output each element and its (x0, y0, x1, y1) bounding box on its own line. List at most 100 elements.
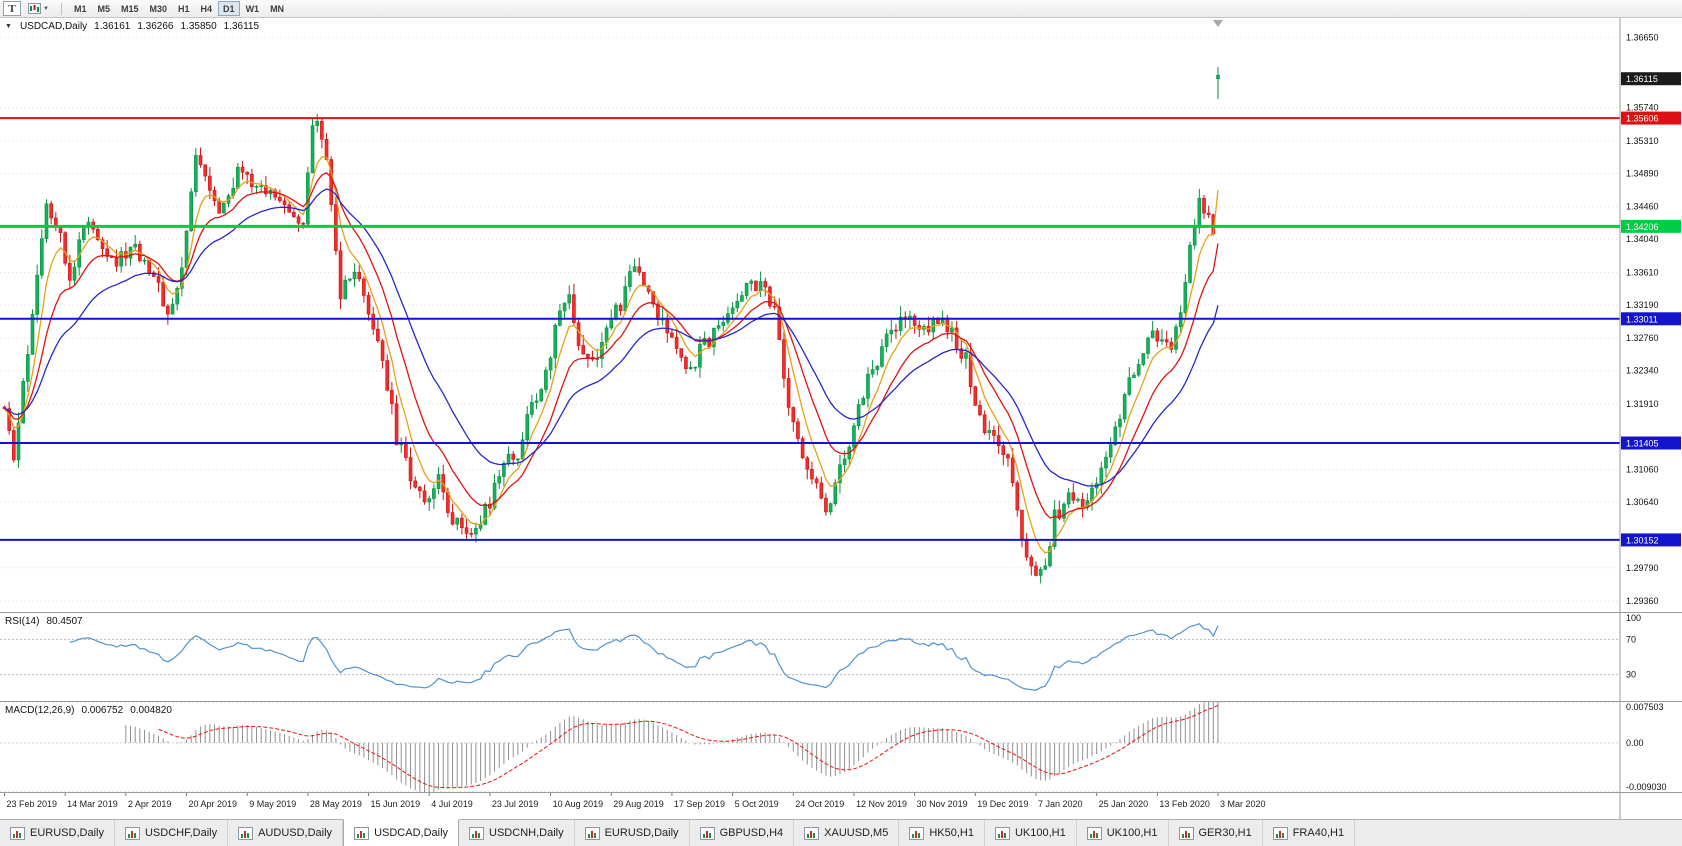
timeframe-m5-button[interactable]: M5 (92, 1, 115, 16)
svg-text:1.36650: 1.36650 (1626, 32, 1659, 42)
chart-tab-uk100-h1[interactable]: UK100,H1 (1076, 820, 1169, 846)
rsi-indicator-panel[interactable]: 100 70 30 RSI(14) 80.4507 (0, 612, 1682, 701)
svg-text:1.29790: 1.29790 (1626, 563, 1659, 573)
timeframe-mn-button[interactable]: MN (265, 1, 289, 16)
svg-text:10 Aug 2019: 10 Aug 2019 (553, 799, 604, 809)
svg-text:19 Dec 2019: 19 Dec 2019 (977, 799, 1028, 809)
chart-tab-icon (584, 826, 600, 840)
chart-area: 1.36650 1.35740 1.35310 1.34890 1.34460 1.340… (0, 18, 1682, 819)
svg-text:1.33011: 1.33011 (1626, 314, 1658, 324)
timeframe-m30-button[interactable]: M30 (145, 1, 173, 16)
svg-text:2 Apr 2019: 2 Apr 2019 (128, 799, 172, 809)
low-value: 1.35850 (180, 21, 217, 32)
svg-text:1.33190: 1.33190 (1626, 300, 1659, 310)
chart-tab-label: USDCAD,Daily (374, 827, 449, 839)
macd-main-value: 0.006752 (81, 705, 124, 716)
svg-text:1.34040: 1.34040 (1626, 234, 1659, 244)
svg-text:100: 100 (1626, 613, 1641, 623)
svg-text:1.29360: 1.29360 (1626, 596, 1659, 606)
svg-text:0.00: 0.00 (1626, 738, 1644, 748)
svg-text:1.35740: 1.35740 (1626, 103, 1659, 113)
chart-tab-label: GBPUSD,H4 (719, 827, 784, 839)
chart-tab-usdcad-daily[interactable]: USDCAD,Daily (343, 819, 460, 846)
svg-text:24 Oct 2019: 24 Oct 2019 (795, 799, 844, 809)
svg-text:15 Jun 2019: 15 Jun 2019 (371, 799, 421, 809)
macd-indicator-panel[interactable]: 0.007503 0.00 -0.009030 MACD(12,26,9) 0.00… (0, 701, 1682, 792)
timeframe-d1-button[interactable]: D1 (218, 1, 240, 16)
svg-text:1.34460: 1.34460 (1626, 202, 1659, 212)
chart-tab-label: GER30,H1 (1198, 827, 1252, 839)
chart-tab-audusd-daily[interactable]: AUDUSD,Daily (228, 820, 344, 846)
chart-tab-hk50-h1[interactable]: HK50,H1 (899, 820, 985, 846)
price-chart-panel[interactable]: 1.36650 1.35740 1.35310 1.34890 1.34460 1.340… (0, 18, 1682, 612)
chart-tab-icon (909, 826, 925, 840)
chart-tab-gbpusd-h4[interactable]: GBPUSD,H4 (689, 820, 795, 846)
chart-tab-icon (124, 826, 140, 840)
chart-tab-label: XAUUSD,M5 (824, 827, 889, 839)
chart-tab-usdcnh-daily[interactable]: USDCNH,Daily (459, 820, 575, 846)
chart-tab-eurusd-daily[interactable]: EURUSD,Daily (574, 820, 690, 846)
svg-text:1.35310: 1.35310 (1626, 136, 1659, 146)
chart-tab-icon (238, 826, 254, 840)
chart-tab-label: UK100,H1 (1014, 827, 1066, 839)
chart-tab-icon (10, 826, 25, 840)
chart-tab-icon (1178, 826, 1194, 840)
svg-text:1.31910: 1.31910 (1626, 399, 1659, 409)
chart-tab-xauusd-m5[interactable]: XAUUSD,M5 (794, 820, 900, 846)
svg-text:14 Mar 2019: 14 Mar 2019 (67, 799, 118, 809)
svg-text:1.32760: 1.32760 (1626, 333, 1659, 343)
chart-tab-label: UK100,H1 (1106, 827, 1158, 839)
svg-text:23 Feb 2019: 23 Feb 2019 (7, 799, 58, 809)
chart-style-dropdown-button[interactable]: ▼ (23, 1, 54, 16)
svg-text:28 May 2019: 28 May 2019 (310, 799, 362, 809)
chart-ohlc-readout: ▼ USDCAD,Daily 1.36161 1.36266 1.35850 1… (5, 21, 259, 32)
chart-tab-uk100-h1[interactable]: UK100,H1 (984, 820, 1077, 846)
rsi-readout: RSI(14) 80.4507 (5, 616, 83, 627)
chart-tab-label: USDCHF,Daily (144, 827, 218, 839)
chart-tab-icon (699, 826, 715, 840)
high-value: 1.36266 (137, 21, 174, 32)
timeframe-h4-button[interactable]: H4 (196, 1, 218, 16)
time-axis[interactable]: 23 Feb 2019 14 Mar 2019 2 Apr 2019 20 Apr 2… (0, 792, 1682, 819)
mini-chart-icon (28, 3, 41, 14)
chevron-down-icon: ▼ (43, 5, 49, 12)
svg-text:1.30640: 1.30640 (1626, 497, 1659, 507)
timeframe-m15-button[interactable]: M15 (116, 1, 144, 16)
text-tool-button[interactable]: T (3, 1, 21, 16)
svg-text:5 Oct 2019: 5 Oct 2019 (735, 799, 779, 809)
svg-text:23 Jul 2019: 23 Jul 2019 (492, 799, 539, 809)
timeframe-w1-button[interactable]: W1 (241, 1, 265, 16)
chart-tab-label: USDCNH,Daily (489, 827, 564, 839)
chart-tab-label: FRA40,H1 (1292, 827, 1345, 839)
close-value: 1.36115 (223, 21, 260, 32)
svg-text:1.35606: 1.35606 (1626, 114, 1659, 124)
svg-text:1.31060: 1.31060 (1626, 465, 1659, 475)
macd-signal-value: 0.004820 (130, 705, 172, 716)
svg-text:1.32340: 1.32340 (1626, 366, 1659, 376)
chart-tab-eurusd-daily[interactable]: EURUSD,Daily (0, 820, 115, 846)
timeframe-group: M1 M5 M15 M30 H1 H4 D1 W1 MN (69, 1, 289, 16)
svg-text:17 Sep 2019: 17 Sep 2019 (674, 799, 725, 809)
one-click-trading-toggle-icon[interactable]: ▼ (5, 23, 12, 30)
chart-tab-label: EURUSD,Daily (30, 827, 104, 839)
svg-text:1.34206: 1.34206 (1626, 222, 1659, 232)
chart-tab-fra40-h1[interactable]: FRA40,H1 (1262, 820, 1356, 846)
chart-tab-icon (1272, 826, 1288, 840)
macd-label: MACD(12,26,9) (5, 705, 75, 716)
svg-text:7 Jan 2020: 7 Jan 2020 (1038, 799, 1083, 809)
macd-readout: MACD(12,26,9) 0.006752 0.004820 (5, 705, 172, 716)
open-value: 1.36161 (94, 21, 131, 32)
svg-text:30 Nov 2019: 30 Nov 2019 (917, 799, 968, 809)
svg-text:1.30152: 1.30152 (1626, 535, 1659, 545)
svg-text:4 Jul 2019: 4 Jul 2019 (431, 799, 473, 809)
svg-text:1.31405: 1.31405 (1626, 439, 1659, 449)
chart-toolbar: T ▼ M1 M5 M15 M30 H1 H4 D1 W1 MN (0, 0, 1682, 18)
timeframe-m1-button[interactable]: M1 (69, 1, 92, 16)
chart-tab-ger30-h1[interactable]: GER30,H1 (1168, 820, 1263, 846)
svg-text:3 Mar 2020: 3 Mar 2020 (1220, 799, 1266, 809)
svg-text:12 Nov 2019: 12 Nov 2019 (856, 799, 907, 809)
chart-tab-usdchf-daily[interactable]: USDCHF,Daily (114, 820, 229, 846)
timeframe-h1-button[interactable]: H1 (173, 1, 195, 16)
chart-tab-icon (469, 826, 485, 840)
